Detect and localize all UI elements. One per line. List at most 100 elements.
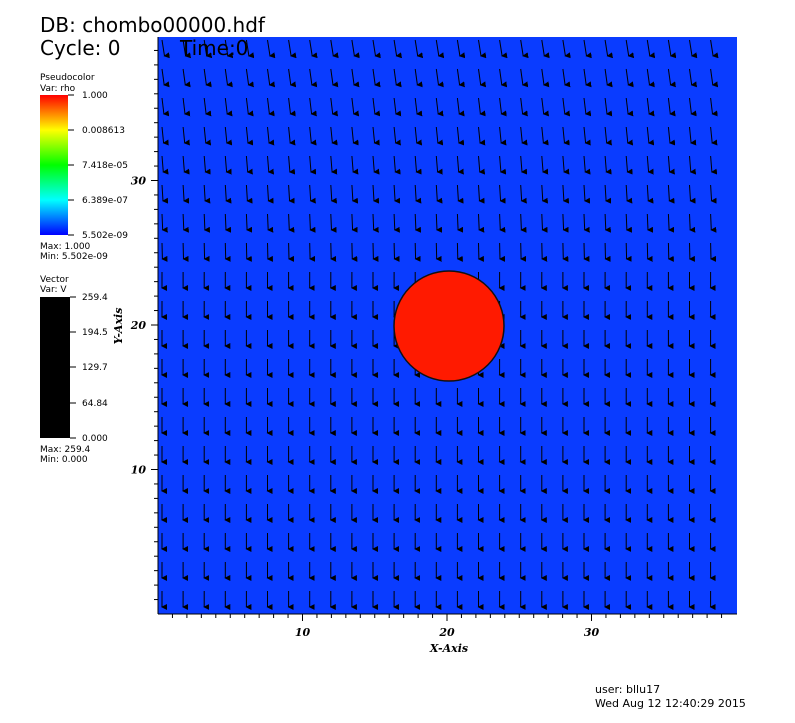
vector-arrow (245, 184, 253, 204)
vector-arrow (267, 213, 274, 233)
vector-arrow (689, 68, 698, 88)
vector-arrow (267, 155, 275, 175)
vector-arrow (372, 68, 381, 88)
pc-var: Var: rho (40, 84, 76, 94)
vector-arrow (267, 68, 276, 88)
vector-arrow (351, 126, 359, 146)
vector-arrow (224, 97, 233, 117)
vector-arrow (288, 39, 297, 59)
vector-arrow (203, 155, 211, 175)
vector-arrow (288, 126, 296, 146)
vector-arrow (604, 184, 612, 204)
vector-arrow (245, 39, 255, 59)
vector-arrow (245, 126, 254, 146)
vector-arrow (646, 155, 654, 175)
x-axis-label: X-Axis (429, 642, 468, 655)
vector-arrow (667, 155, 675, 175)
vector-arrow (646, 213, 654, 233)
vector-arrow (541, 39, 550, 59)
vector-arrow (583, 97, 592, 117)
vector-arrow (520, 213, 527, 233)
vector-arrow (435, 184, 443, 204)
vector-arrow (351, 39, 360, 59)
vector-arrow (646, 184, 654, 204)
vector-arrow (625, 184, 633, 204)
vector-arrow (541, 155, 549, 175)
vector-arrow (478, 213, 485, 233)
vector-arrow (689, 39, 698, 59)
vector-arrow (541, 213, 548, 233)
vector-arrow (667, 39, 677, 59)
vector-arrow (414, 155, 422, 175)
vector-arrow (267, 184, 274, 204)
cycle: Cycle: 0 (40, 36, 120, 60)
vector-arrow (689, 126, 697, 146)
pc-colorbar (40, 95, 68, 235)
pc-min: Min: 5.502e-09 (40, 252, 108, 262)
pc-label: 7.418e-05 (82, 161, 128, 171)
vector-arrow (435, 97, 444, 117)
vector-arrow (288, 97, 296, 117)
vector-arrow (541, 184, 548, 204)
density-blob (393, 270, 505, 382)
vector-arrow (499, 97, 507, 117)
vector-arrow (562, 126, 570, 146)
vector-arrow (562, 184, 570, 204)
vector-arrow (309, 184, 316, 204)
vector-arrow (330, 155, 338, 175)
vec-min: Min: 0.000 (40, 455, 88, 465)
vector-arrow (351, 68, 360, 88)
vector-arrow (478, 126, 486, 146)
vector-arrow (667, 97, 676, 117)
vector-arrow (267, 126, 275, 146)
vector-arrow (583, 155, 591, 175)
vector-arrow (161, 184, 169, 204)
vector-arrow (203, 213, 211, 233)
vector-arrow (351, 155, 359, 175)
vector-arrow (456, 126, 465, 146)
vector-arrow (456, 39, 466, 59)
vector-arrow (267, 39, 276, 59)
vector-arrow (330, 68, 339, 88)
vector-arrow (203, 39, 213, 59)
vector-arrow (710, 155, 718, 175)
vec-title: Vector (40, 275, 69, 285)
vector-arrow (667, 68, 676, 88)
vector-arrow (161, 39, 170, 59)
vector-arrow (478, 68, 487, 88)
vector-arrow (393, 39, 403, 59)
vector-arrow (288, 213, 295, 233)
vector-arrow (245, 155, 253, 175)
vector-arrow (583, 126, 591, 146)
vector-arrow (203, 184, 211, 204)
vector-arrow (182, 68, 191, 88)
vector-arrow (478, 184, 485, 204)
vector-arrow (541, 97, 550, 117)
vector-arrow (625, 213, 633, 233)
axes-ticks (151, 37, 737, 621)
vector-arrow (330, 213, 337, 233)
vec-label: 259.4 (82, 293, 108, 303)
vector-arrow (689, 184, 696, 204)
vector-arrow (541, 126, 549, 146)
vector-arrow (520, 39, 529, 59)
vector-arrow (330, 97, 339, 117)
db-title: DB: chombo00000.hdf (40, 13, 266, 37)
vector-arrow (667, 213, 675, 233)
vector-arrow (393, 97, 402, 117)
x-tick-label: 30 (584, 626, 600, 639)
vector-arrow (309, 126, 317, 146)
vector-arrow (224, 68, 233, 88)
vector-arrow (435, 126, 444, 146)
vector-arrow (435, 155, 443, 175)
vector-arrow (245, 213, 253, 233)
vector-arrow (456, 184, 464, 204)
vector-arrow (689, 155, 697, 175)
vector-arrow (478, 97, 486, 117)
vector-arrow (435, 68, 444, 88)
vector-arrow (435, 213, 443, 233)
pc-title: Pseudocolor (40, 73, 95, 83)
y-tick-label: 20 (130, 319, 147, 332)
vector-arrow (478, 155, 486, 175)
